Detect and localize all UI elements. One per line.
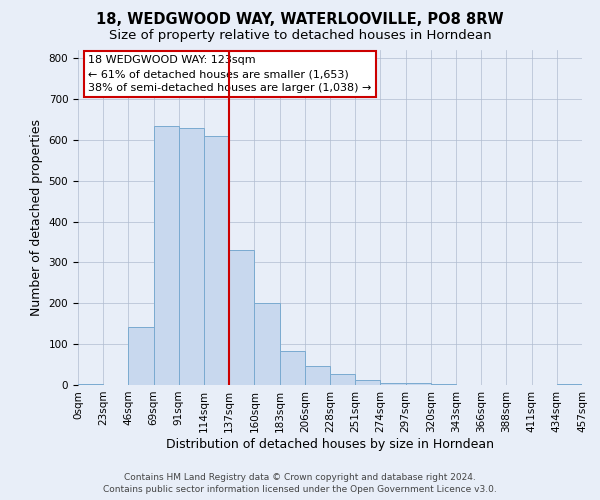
Bar <box>305 366 330 385</box>
Bar <box>204 136 229 385</box>
Bar <box>380 383 406 385</box>
Bar <box>229 250 254 385</box>
Text: 18, WEDGWOOD WAY, WATERLOOVILLE, PO8 8RW: 18, WEDGWOOD WAY, WATERLOOVILLE, PO8 8RW <box>96 12 504 28</box>
Bar <box>78 384 103 385</box>
Bar <box>179 128 204 385</box>
Bar <box>254 304 280 385</box>
Bar <box>280 351 305 385</box>
Bar <box>128 327 154 385</box>
X-axis label: Distribution of detached houses by size in Horndean: Distribution of detached houses by size … <box>166 438 494 450</box>
Bar <box>154 126 179 385</box>
Text: 18 WEDGWOOD WAY: 123sqm
← 61% of detached houses are smaller (1,653)
38% of semi: 18 WEDGWOOD WAY: 123sqm ← 61% of detache… <box>88 55 371 93</box>
Bar <box>330 374 355 385</box>
Bar <box>431 384 456 385</box>
Bar <box>355 380 380 385</box>
Text: Size of property relative to detached houses in Horndean: Size of property relative to detached ho… <box>109 29 491 42</box>
Bar <box>557 384 582 385</box>
Bar <box>406 383 431 385</box>
Y-axis label: Number of detached properties: Number of detached properties <box>30 119 43 316</box>
Text: Contains HM Land Registry data © Crown copyright and database right 2024.
Contai: Contains HM Land Registry data © Crown c… <box>103 472 497 494</box>
